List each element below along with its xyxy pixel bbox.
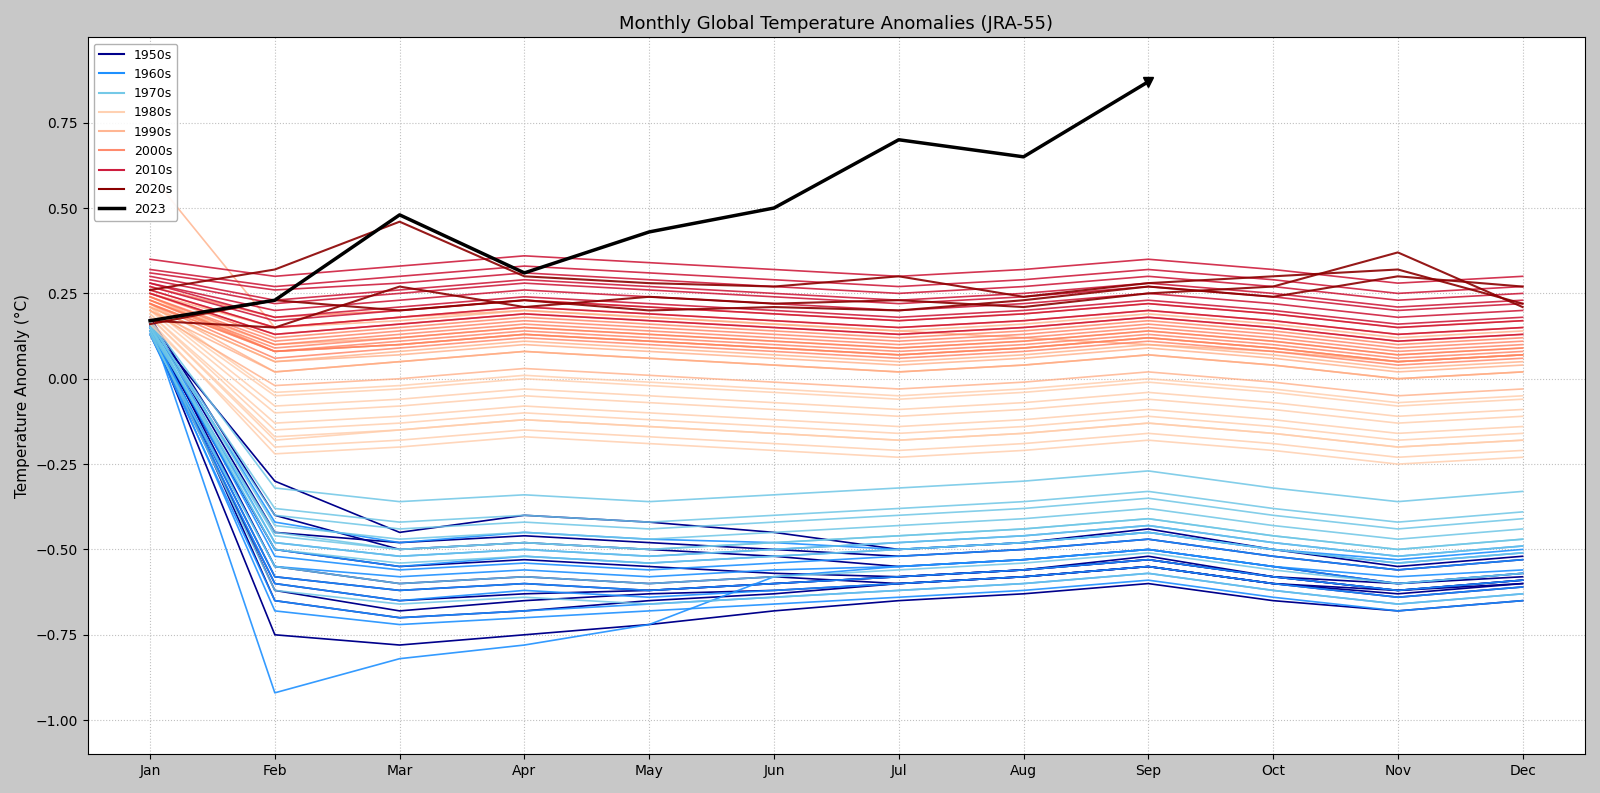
- Y-axis label: Temperature Anomaly (°C): Temperature Anomaly (°C): [14, 293, 30, 498]
- Title: Monthly Global Temperature Anomalies (JRA-55): Monthly Global Temperature Anomalies (JR…: [619, 15, 1053, 33]
- Legend: 1950s, 1960s, 1970s, 1980s, 1990s, 2000s, 2010s, 2020s, 2023: 1950s, 1960s, 1970s, 1980s, 1990s, 2000s…: [94, 44, 178, 220]
